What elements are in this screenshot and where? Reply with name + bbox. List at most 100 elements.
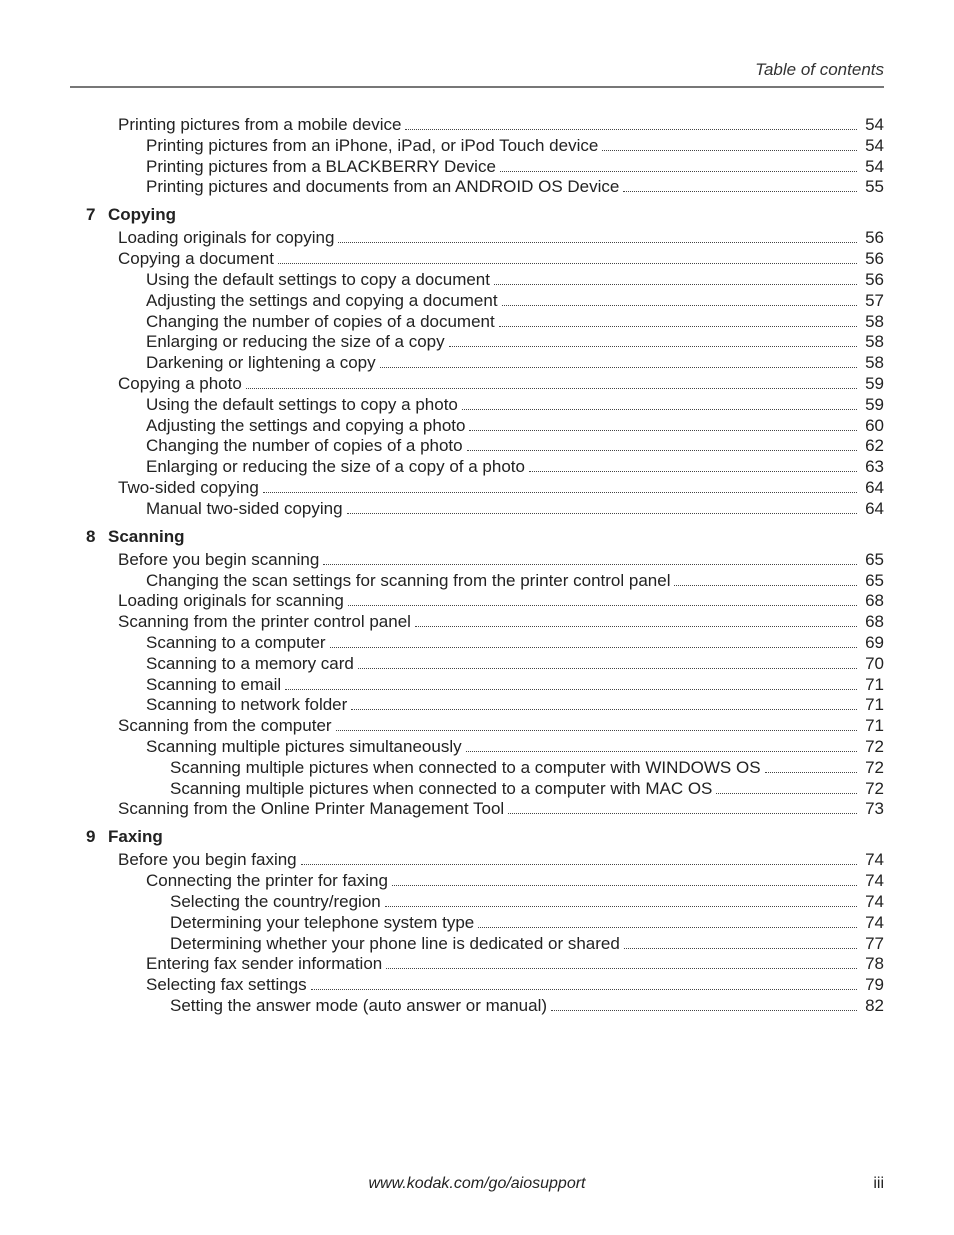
toc-entry[interactable]: Darkening or lightening a copy58 [146, 354, 884, 372]
toc-leader-dots [311, 989, 857, 990]
toc-entry-page: 74 [859, 914, 884, 931]
toc-entry-page: 56 [859, 229, 884, 246]
toc-entry[interactable]: Before you begin scanning65 [118, 551, 884, 569]
toc-entry-page: 77 [859, 935, 884, 952]
toc-section-number: 8 [86, 528, 98, 545]
toc-entry[interactable]: Entering fax sender information 78 [146, 955, 884, 973]
toc-entry-title: Copying a photo [118, 375, 244, 392]
toc-entry-title: Determining whether your phone line is d… [170, 935, 622, 952]
toc-entry[interactable]: Changing the number of copies of a docum… [146, 313, 884, 331]
toc-entry-page: 60 [859, 417, 884, 434]
toc-entry-title: Adjusting the settings and copying a doc… [146, 292, 500, 309]
toc-entry[interactable]: Selecting fax settings79 [146, 976, 884, 994]
toc-entry-page: 78 [859, 955, 884, 972]
toc-entry[interactable]: Printing pictures from a BLACKBERRY Devi… [146, 158, 884, 176]
toc-entry-page: 56 [859, 271, 884, 288]
toc-entry-page: 70 [859, 655, 884, 672]
toc-entry-title: Before you begin scanning [118, 551, 321, 568]
toc-entry-page: 71 [859, 717, 884, 734]
toc-entry[interactable]: Before you begin faxing 74 [118, 851, 884, 869]
toc-entry[interactable]: Scanning to a memory card 70 [146, 655, 884, 673]
toc-entry[interactable]: Changing the scan settings for scanning … [146, 572, 884, 590]
toc-leader-dots [301, 864, 857, 865]
toc-entry[interactable]: Scanning to network folder71 [146, 696, 884, 714]
page-header: Table of contents [70, 60, 884, 88]
toc-entry-page: 68 [859, 613, 884, 630]
toc-entry[interactable]: Printing pictures and documents from an … [146, 178, 884, 196]
toc-entry-title: Scanning to a memory card [146, 655, 356, 672]
toc-leader-dots [467, 450, 857, 451]
toc-entry-title: Scanning from the printer control panel [118, 613, 413, 630]
toc-entry[interactable]: Determining your telephone system type74 [170, 914, 884, 932]
toc-entry[interactable]: Using the default settings to copy a pho… [146, 396, 884, 414]
table-of-contents: Printing pictures from a mobile device54… [70, 116, 884, 1015]
toc-entry[interactable]: Copying a document56 [118, 250, 884, 268]
toc-entry[interactable]: Scanning to email71 [146, 676, 884, 694]
toc-leader-dots [415, 626, 857, 627]
footer-url: www.kodak.com/go/aiosupport [110, 1175, 844, 1193]
toc-section-number: 9 [86, 828, 98, 845]
toc-entry[interactable]: Two-sided copying64 [118, 479, 884, 497]
toc-entry[interactable]: Changing the number of copies of a photo… [146, 437, 884, 455]
toc-leader-dots [380, 367, 857, 368]
toc-entry-page: 58 [859, 313, 884, 330]
toc-entry[interactable]: Determining whether your phone line is d… [170, 935, 884, 953]
toc-leader-dots [466, 751, 857, 752]
toc-entry[interactable]: Adjusting the settings and copying a doc… [146, 292, 884, 310]
toc-entry[interactable]: Scanning from the computer71 [118, 717, 884, 735]
toc-entry-page: 74 [859, 893, 884, 910]
toc-section-heading: 9 Faxing [86, 828, 884, 845]
toc-leader-dots [246, 388, 857, 389]
toc-entry[interactable]: Loading originals for scanning68 [118, 592, 884, 610]
toc-entry[interactable]: Copying a photo59 [118, 375, 884, 393]
toc-leader-dots [336, 730, 857, 731]
header-title: Table of contents [70, 60, 884, 86]
toc-entry-title: Loading originals for copying [118, 229, 336, 246]
toc-entry-title: Before you begin faxing [118, 851, 299, 868]
toc-entry[interactable]: Setting the answer mode (auto answer or … [170, 997, 884, 1015]
toc-leader-dots [500, 171, 857, 172]
toc-section-title: Scanning [108, 528, 185, 545]
toc-entry-title: Scanning multiple pictures when connecte… [170, 780, 714, 797]
toc-entry[interactable]: Printing pictures from an iPhone, iPad, … [146, 137, 884, 155]
toc-entry-title: Enlarging or reducing the size of a copy… [146, 458, 527, 475]
toc-leader-dots [323, 564, 857, 565]
toc-entry[interactable]: Adjusting the settings and copying a pho… [146, 417, 884, 435]
toc-entry[interactable]: Scanning from the printer control panel 6… [118, 613, 884, 631]
toc-leader-dots [494, 284, 857, 285]
toc-entry-title: Manual two-sided copying [146, 500, 345, 517]
toc-entry-title: Changing the number of copies of a photo [146, 437, 465, 454]
toc-leader-dots [338, 242, 857, 243]
toc-entry-title: Using the default settings to copy a doc… [146, 271, 492, 288]
toc-entry-page: 65 [859, 572, 884, 589]
toc-leader-dots [624, 948, 857, 949]
toc-entry-page: 74 [859, 851, 884, 868]
toc-entry-title: Entering fax sender information [146, 955, 384, 972]
toc-leader-dots [392, 885, 857, 886]
toc-section-number: 7 [86, 206, 98, 223]
toc-entry-page: 54 [859, 137, 884, 154]
toc-entry[interactable]: Connecting the printer for faxing74 [146, 872, 884, 890]
toc-leader-dots [602, 150, 857, 151]
toc-entry[interactable]: Scanning multiple pictures when connecte… [170, 759, 884, 777]
toc-entry[interactable]: Enlarging or reducing the size of a copy… [146, 458, 884, 476]
toc-section-heading: 7Copying [86, 206, 884, 223]
toc-entry[interactable]: Manual two-sided copying64 [146, 500, 884, 518]
toc-entry-page: 72 [859, 759, 884, 776]
toc-leader-dots [551, 1010, 857, 1011]
toc-entry[interactable]: Printing pictures from a mobile device54 [118, 116, 884, 134]
toc-leader-dots [469, 430, 857, 431]
toc-entry[interactable]: Using the default settings to copy a doc… [146, 271, 884, 289]
toc-entry[interactable]: Scanning from the Online Printer Managem… [118, 800, 884, 818]
toc-entry[interactable]: Loading originals for copying 56 [118, 229, 884, 247]
toc-entry[interactable]: Scanning multiple pictures when connecte… [170, 780, 884, 798]
toc-entry[interactable]: Scanning multiple pictures simultaneousl… [146, 738, 884, 756]
toc-entry[interactable]: Scanning to a computer69 [146, 634, 884, 652]
toc-leader-dots [263, 492, 857, 493]
toc-entry[interactable]: Enlarging or reducing the size of a copy… [146, 333, 884, 351]
toc-entry[interactable]: Selecting the country/region74 [170, 893, 884, 911]
toc-leader-dots [508, 813, 857, 814]
toc-section-title: Faxing [108, 828, 163, 845]
toc-leader-dots [285, 689, 857, 690]
toc-leader-dots [347, 513, 857, 514]
